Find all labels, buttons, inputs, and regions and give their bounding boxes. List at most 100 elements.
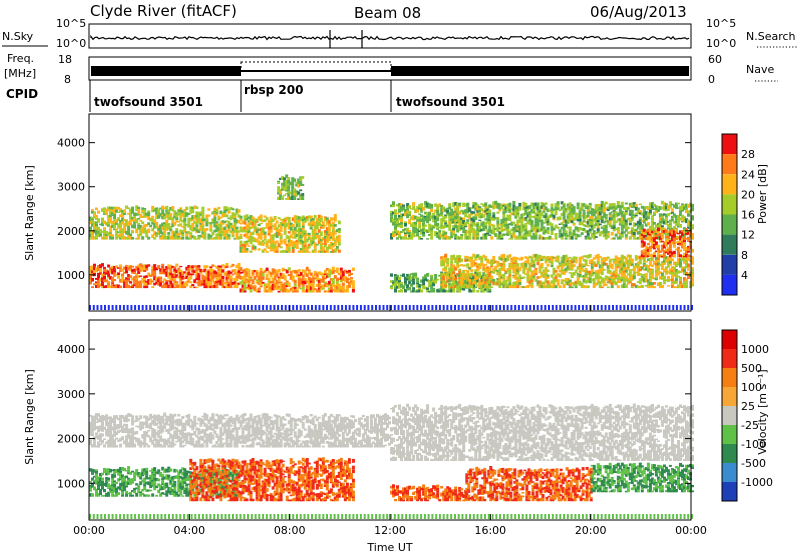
- echo-cell: [587, 265, 590, 266]
- echo-cell: [246, 251, 249, 253]
- echo-cell: [312, 280, 315, 283]
- echo-cell: [599, 256, 602, 258]
- echo-cell: [173, 210, 176, 212]
- echo-cell: [613, 279, 616, 281]
- echo-cell: [518, 275, 521, 278]
- echo-cell: [270, 275, 273, 277]
- echo-cell: [484, 236, 487, 240]
- echo-cell: [641, 285, 644, 288]
- echo-cell: [185, 284, 188, 287]
- echo-band: [277, 174, 304, 200]
- echo-cell: [531, 222, 534, 225]
- echo-cell: [462, 278, 465, 280]
- echo-cell: [91, 473, 94, 475]
- echo-cell: [545, 213, 548, 215]
- echo-cell: [669, 264, 672, 266]
- echo-cell: [187, 272, 190, 274]
- echo-cell: [287, 185, 290, 189]
- echo-cell: [422, 283, 425, 286]
- ground-cell: [398, 305, 400, 310]
- echo-cell: [338, 242, 341, 246]
- echo-cell: [173, 266, 176, 268]
- ground-cell: [161, 305, 163, 310]
- colorbar-swatch: [722, 255, 737, 275]
- echo-cell: [418, 227, 421, 229]
- echo-cell: [175, 283, 178, 284]
- echo-cell: [633, 235, 636, 238]
- echo-cell: [250, 289, 253, 293]
- echo-cell: [655, 277, 658, 278]
- ground-cell: [217, 305, 219, 310]
- echo-cell: [611, 264, 614, 268]
- echo-cell: [633, 274, 636, 276]
- ground-cell: [529, 305, 531, 310]
- echo-cell: [575, 259, 578, 261]
- ground-cell: [187, 305, 189, 310]
- echo-cell: [667, 236, 670, 239]
- echo-cell: [518, 282, 521, 285]
- echo-cell: [215, 287, 218, 288]
- echo-cell: [599, 224, 602, 226]
- echo-cell: [647, 243, 650, 245]
- echo-cell: [502, 214, 505, 217]
- echo-cell: [422, 234, 425, 237]
- echo-cell: [121, 233, 124, 235]
- echo-cell: [173, 222, 176, 226]
- ground-cell: [601, 305, 603, 310]
- echo-cell: [244, 290, 247, 292]
- echo-cell: [667, 266, 670, 268]
- echo-cell: [189, 281, 192, 283]
- echo-cell: [352, 289, 355, 293]
- echo-cell: [490, 276, 493, 279]
- echo-cell: [625, 214, 628, 215]
- echo-cell: [661, 285, 664, 288]
- echo-cell: [322, 288, 325, 290]
- echo-cell: [288, 285, 291, 287]
- echo-cell: [529, 207, 532, 209]
- echo-cell: [641, 224, 644, 227]
- echo-cell: [292, 275, 295, 279]
- echo-cell: [559, 216, 562, 220]
- echo-cell: [637, 208, 640, 211]
- ground-cell: [281, 305, 283, 310]
- echo-cell: [276, 221, 279, 224]
- ground-cell: [514, 305, 516, 310]
- echo-cell: [143, 278, 146, 280]
- echo-cell: [573, 223, 576, 225]
- echo-cell: [597, 220, 600, 222]
- ground-cell: [680, 305, 682, 310]
- echo-cell: [480, 261, 483, 263]
- echo-cell: [531, 279, 534, 282]
- echo-cell: [470, 269, 473, 272]
- echo-cell: [91, 286, 94, 288]
- echo-cell: [264, 271, 267, 273]
- echo-cell: [516, 263, 519, 267]
- echo-cell: [466, 263, 469, 266]
- echo-cell: [165, 220, 168, 224]
- echo-cell: [496, 212, 499, 214]
- echo-cell: [179, 223, 182, 225]
- echo-cell: [205, 265, 208, 268]
- echo-cell: [320, 216, 323, 218]
- echo-cell: [579, 281, 582, 283]
- echo-cell: [687, 213, 690, 216]
- echo-cell: [621, 234, 624, 238]
- echo-cell: [669, 223, 672, 225]
- echo-cell: [512, 222, 515, 224]
- ground-cell: [251, 305, 253, 310]
- echo-cell: [645, 273, 648, 276]
- echo-cell: [336, 271, 339, 273]
- echo-cell: [426, 288, 429, 290]
- echo-cell: [679, 254, 682, 257]
- echo-cell: [454, 278, 457, 281]
- date-title: 06/Aug/2013: [590, 3, 687, 21]
- echo-cell: [458, 229, 461, 231]
- ground-cell: [642, 305, 644, 310]
- echo-cell: [444, 216, 447, 218]
- echo-cell: [254, 224, 257, 226]
- echo-cell: [101, 478, 104, 481]
- echo-cell: [181, 274, 184, 276]
- echo-cell: [516, 210, 519, 212]
- echo-cell: [677, 221, 680, 223]
- echo-cell: [671, 208, 674, 212]
